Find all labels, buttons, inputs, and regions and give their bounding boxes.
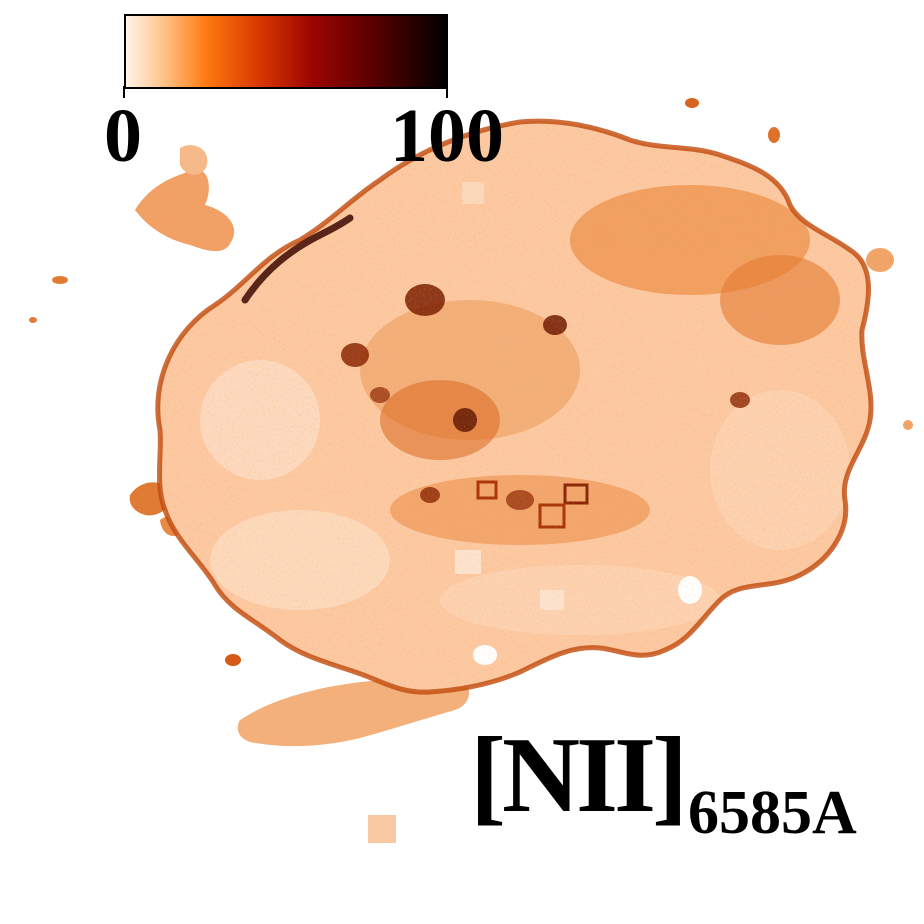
colorbar-min-label: 0 — [104, 94, 142, 178]
knot-far-left — [52, 276, 68, 284]
knot-right-edge — [903, 420, 913, 430]
knot-right — [866, 248, 894, 272]
dark-rim-northwest — [241, 214, 354, 304]
colorbar-tick-min — [123, 86, 125, 98]
emission-line-ion: [NII] — [470, 716, 688, 835]
filament-left-spot — [180, 145, 208, 175]
isolated-patch — [368, 815, 396, 843]
emission-line-wavelength: 6585A — [687, 779, 857, 847]
colorbar-tick-max — [446, 86, 448, 98]
filament-left-upper — [135, 169, 235, 252]
knot-top-right — [768, 127, 780, 143]
knot-lower-left — [225, 654, 241, 666]
colorbar — [124, 14, 448, 89]
colorbar-max-label: 100 — [390, 94, 504, 178]
knot-far-left-2 — [29, 317, 37, 323]
knot-top — [685, 98, 699, 108]
emission-line-label: [NII]6585A — [470, 722, 857, 845]
